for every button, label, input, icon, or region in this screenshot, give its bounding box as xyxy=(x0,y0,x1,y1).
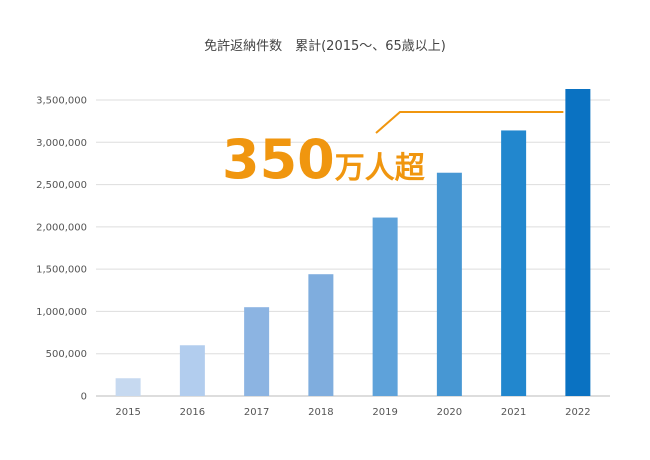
bar-2018 xyxy=(308,274,334,396)
x-tick-label: 2018 xyxy=(308,407,333,418)
bar-2020 xyxy=(436,172,462,396)
annotation-number: 350 xyxy=(222,128,335,191)
y-tick-label: 500,000 xyxy=(46,349,87,360)
y-tick-label: 0 xyxy=(81,392,87,403)
y-tick-label: 2,000,000 xyxy=(36,222,87,233)
x-tick-label: 2021 xyxy=(501,407,526,418)
y-tick-label: 3,500,000 xyxy=(36,96,87,107)
x-tick-label: 2020 xyxy=(437,407,462,418)
chart-title: 免許返納件数 累計(2015〜、65歳以上) xyxy=(204,38,446,54)
annotation: 350万人超 xyxy=(222,111,564,191)
x-tick-label: 2022 xyxy=(565,407,590,418)
annotation-suffix: 万人超 xyxy=(335,151,426,186)
y-tick-label: 2,500,000 xyxy=(36,180,87,191)
x-tick-label: 2019 xyxy=(372,407,397,418)
bar-2021 xyxy=(501,130,527,396)
y-tick-label: 1,000,000 xyxy=(36,307,87,318)
bar-2022 xyxy=(565,89,591,397)
x-axis-tick-labels: 2015 2016 2017 2018 2019 2020 2021 2022 xyxy=(115,407,590,418)
bar-2016 xyxy=(179,345,205,396)
bar-2015 xyxy=(115,378,141,396)
y-tick-label: 3,000,000 xyxy=(36,138,87,149)
x-tick-label: 2017 xyxy=(244,407,269,418)
x-tick-label: 2016 xyxy=(180,407,205,418)
annotation-leader-line xyxy=(375,111,564,134)
bar-2019 xyxy=(372,217,398,396)
y-tick-label: 1,500,000 xyxy=(36,265,87,276)
bars xyxy=(115,89,591,397)
bar-2017 xyxy=(244,307,270,396)
y-axis-tick-labels: 0 500,000 1,000,000 1,500,000 2,000,000 2,500… xyxy=(36,96,87,403)
x-tick-label: 2015 xyxy=(115,407,140,418)
annotation-text: 350万人超 xyxy=(222,128,426,191)
gridlines xyxy=(96,99,610,397)
